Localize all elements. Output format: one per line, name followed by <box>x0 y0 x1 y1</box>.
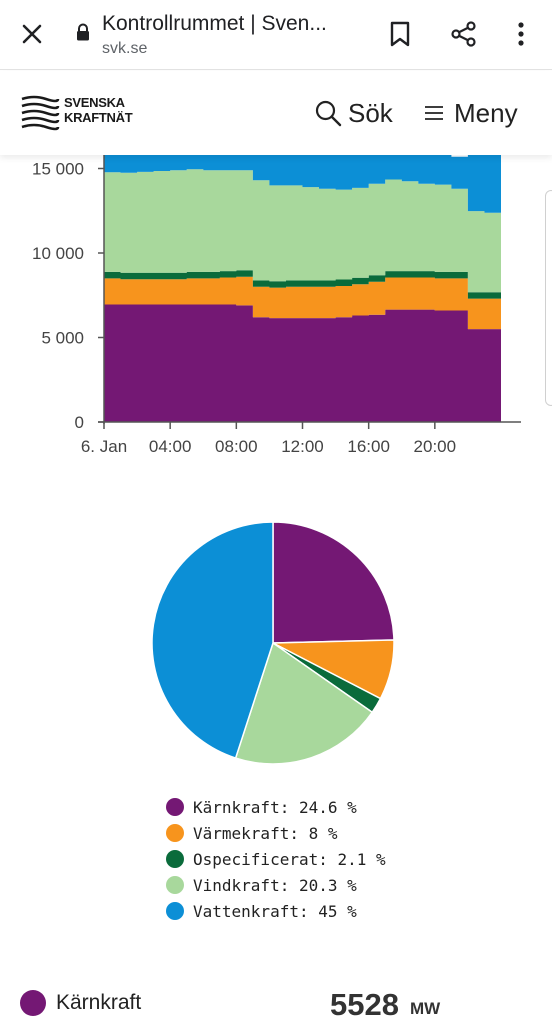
logo-line-2: KRAFTNÄT <box>64 110 133 125</box>
area-series-vindkraft[interactable] <box>104 169 501 293</box>
legend-label-vindkraft: Vindkraft: 20.3 % <box>193 875 357 895</box>
search-button[interactable]: Sök <box>314 95 393 131</box>
browser-toolbar: Kontrollrummet | Sven... svk.se <box>0 0 552 70</box>
legend-dot-vattenkraft <box>166 902 184 920</box>
logo-line-1: SVENSKA <box>64 95 125 110</box>
legend-item-ospecificerat[interactable]: Ospecificerat: 2.1 % <box>166 846 386 872</box>
page-title[interactable]: Kontrollrummet | Sven... <box>102 12 327 35</box>
search-icon <box>315 100 342 127</box>
legend-item-karnkraft[interactable]: Kärnkraft: 24.6 % <box>166 794 386 820</box>
pie-slice-krnkraft[interactable] <box>272 521 395 644</box>
production-area-chart: 0 5 000 10 000 15 000 6. Jan 04:00 08:00 12:00 1… <box>32 155 521 456</box>
logo-waves-icon <box>21 95 60 131</box>
area-series-vattenkraft[interactable] <box>104 155 501 213</box>
lock-icon <box>77 23 89 41</box>
side-scroll-tab[interactable] <box>545 190 552 406</box>
x-tick-label: 08:00 <box>215 437 258 456</box>
svenska-kraftnat-logo[interactable]: SVENSKA KRAFTNÄT <box>20 93 140 133</box>
area-series-ospecificerat[interactable] <box>104 270 501 299</box>
y-tick-label: 0 <box>75 413 84 432</box>
legend-item-varmekraft[interactable]: Värmekraft: 8 % <box>166 820 386 846</box>
legend-dot-varmekraft <box>166 824 184 842</box>
legend-item-vindkraft[interactable]: Vindkraft: 20.3 % <box>166 872 386 898</box>
x-tick-label: 12:00 <box>281 437 324 456</box>
more-vert-icon[interactable] <box>510 20 532 48</box>
search-label: Sök <box>348 97 393 128</box>
area-series-krnkraft[interactable] <box>104 304 501 423</box>
menu-button[interactable]: Meny <box>424 95 518 131</box>
hamburger-icon <box>425 106 443 120</box>
pie-slice-vindkraft[interactable] <box>234 641 374 765</box>
legend-item-vattenkraft[interactable]: Vattenkraft: 45 % <box>166 898 386 924</box>
legend-dot-ospecificerat <box>166 850 184 868</box>
menu-label: Meny <box>454 97 518 128</box>
production-pie-chart <box>151 521 395 765</box>
legend-label-varmekraft: Värmekraft: 8 % <box>193 823 338 843</box>
production-unit: MW <box>410 999 441 1018</box>
x-tick-label: 6. Jan <box>81 437 127 456</box>
y-tick-label: 15 000 <box>32 160 84 179</box>
y-tick-label: 10 000 <box>32 244 84 263</box>
close-icon[interactable] <box>18 20 46 48</box>
logo-text: SVENSKA KRAFTNÄT <box>64 95 133 125</box>
production-value: 5528 <box>330 987 399 1022</box>
karnkraft-dot <box>20 990 46 1016</box>
production-label: Kärnkraft <box>56 991 142 1014</box>
area-series-vrmekraft[interactable] <box>104 276 501 330</box>
pie-legend: Kärnkraft: 24.6 % Värmekraft: 8 % Ospeci… <box>166 794 386 924</box>
pie-slice-vattenkraft[interactable] <box>151 521 274 760</box>
legend-label-vattenkraft: Vattenkraft: 45 % <box>193 901 357 921</box>
share-icon[interactable] <box>450 20 478 48</box>
x-tick-label: 04:00 <box>149 437 192 456</box>
x-tick-label: 20:00 <box>414 437 457 456</box>
production-row-karnkraft: Kärnkraft 5528 MW <box>0 985 552 1024</box>
bookmark-icon[interactable] <box>388 20 412 48</box>
legend-dot-karnkraft <box>166 798 184 816</box>
legend-label-karnkraft: Kärnkraft: 24.6 % <box>193 797 357 817</box>
legend-dot-vindkraft <box>166 876 184 894</box>
site-header: SVENSKA KRAFTNÄT Sök Meny <box>0 71 552 155</box>
x-tick-label: 16:00 <box>347 437 390 456</box>
y-tick-label: 5 000 <box>41 329 84 348</box>
page-url[interactable]: svk.se <box>102 40 148 57</box>
legend-label-ospecificerat: Ospecificerat: 2.1 % <box>193 849 386 869</box>
